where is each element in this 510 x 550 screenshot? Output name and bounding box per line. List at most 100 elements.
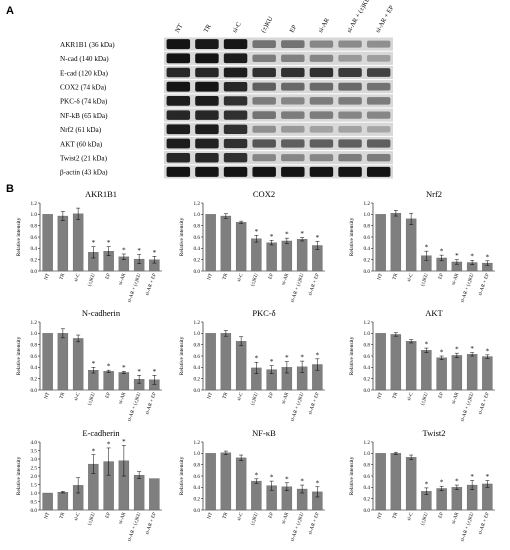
x-tick-label: si-AR + EP [478,392,491,416]
x-tick-label: EP [438,392,445,399]
y-tick-label: 0.4 [364,485,371,491]
y-tick-label: 0.2 [194,496,201,502]
bar [390,334,402,391]
significance-star: * [440,479,444,487]
x-tick-label: NT [377,392,384,400]
blot-band-label: COX2 (74 kDa) [60,84,107,92]
x-tick-label: si-C [237,391,245,401]
bar [205,214,216,272]
y-tick-label: 0.8 [31,342,38,348]
x-tick-label: EP [105,273,112,280]
x-tick-label: si-AR + (±)KU [290,273,305,304]
x-tick-label: si-C [74,511,82,521]
x-tick-label: EP [268,273,275,280]
chart-title: AKR1B1 [85,189,117,199]
y-axis-label: Relative intensity [179,217,185,256]
significance-star: * [316,234,320,242]
bar-chart: PKC-δ Relative intensity 0.0 0.2 0.4 0.6 0.8 1.… [179,308,325,422]
blot-band [281,154,305,162]
bar [133,474,145,511]
bar [235,222,247,272]
x-tick-label: si-AR [118,272,127,286]
y-tick-label: 1.0 [364,451,371,457]
y-tick-label: 0.6 [31,235,38,241]
blot-band [166,124,191,135]
bar [118,372,130,391]
blot-band [338,126,362,133]
x-tick-label: NT [44,512,51,520]
bar [149,478,160,511]
chart-title: COX2 [253,189,275,199]
x-tick-label: EP [438,273,445,280]
y-tick-label: 0.8 [31,223,38,229]
x-tick-label: si-AR + (±)KU [290,392,305,423]
x-tick-label: (±)KU [251,512,260,527]
significance-star: * [285,231,289,239]
blot-band [366,166,391,177]
blot-band [309,40,334,48]
blot-band [166,152,191,163]
bar [451,487,463,511]
y-tick-label: 1.2 [31,320,38,326]
blot-strip-background [164,65,393,80]
chart-title: Twist2 [422,428,445,438]
y-tick-label: 0.4 [31,365,38,371]
blot-band [252,54,276,63]
bar [375,214,386,272]
bar-charts: AKR1B1 Relative intensity 0.0 0.2 0.4 0.6 0.8 1… [16,189,495,542]
x-tick-label: (±)KU [421,273,430,288]
x-tick-label: TR [392,272,399,280]
bar [390,213,402,272]
bar [57,333,69,391]
y-tick-label: 0.4 [364,246,371,252]
bar [42,333,53,391]
y-tick-label: 4.0 [31,440,38,446]
bar [281,240,293,272]
x-tick-label: si-AR + (±)KU [460,512,475,543]
y-tick-label: 1.2 [31,201,38,207]
blot-lane-label: EP [288,24,298,34]
blot-band [223,153,248,163]
y-tick-label: 1.2 [194,201,201,207]
blot-band [252,125,276,133]
x-tick-label: NT [207,392,214,400]
y-tick-label: 0.6 [364,354,371,360]
bar [57,491,69,511]
y-axis-label: Relative intensity [349,217,355,256]
y-tick-label: 0.2 [194,257,201,263]
y-tick-label: 0.0 [194,269,201,275]
blot-band-label: Twist2 (21 kDa) [60,155,108,163]
x-tick-label: si-AR + (±)KU [460,273,475,304]
x-tick-label: NT [207,512,214,520]
significance-star: * [316,479,320,487]
bar-chart: E-cadherin Relative intensity 0.0 0.5 1.0 1.5… [16,428,162,542]
blot-band [166,39,191,50]
y-tick-label: 0.0 [31,508,38,514]
significance-star: * [300,478,304,486]
bar [405,341,417,391]
significance-star: * [486,347,490,355]
significance-star: * [92,447,96,455]
blot-band [195,124,219,135]
y-tick-label: 1.0 [31,491,38,497]
y-tick-label: 1.0 [31,331,38,337]
x-tick-label: TR [59,272,66,280]
blot-lane-label: (±)KU [260,15,275,34]
bar [482,356,493,391]
blot-band [195,110,219,120]
blot-strip-background [164,37,393,51]
bar [205,453,216,511]
blot-band-label: N-cad (140 kDa) [60,55,109,63]
x-tick-label: si-C [74,272,82,282]
bar [42,214,53,272]
blot-band-label: NF-kB (65 kDa) [60,112,108,120]
blot-band [252,97,276,105]
blot-lane-label: si-C [231,21,242,34]
blot-band [223,138,248,149]
blot-band [223,124,248,134]
blot-band-label: E-cad (120 kDa) [60,69,109,77]
y-tick-label: 0.0 [364,269,371,275]
blot-band [338,82,362,91]
bar [436,357,447,391]
